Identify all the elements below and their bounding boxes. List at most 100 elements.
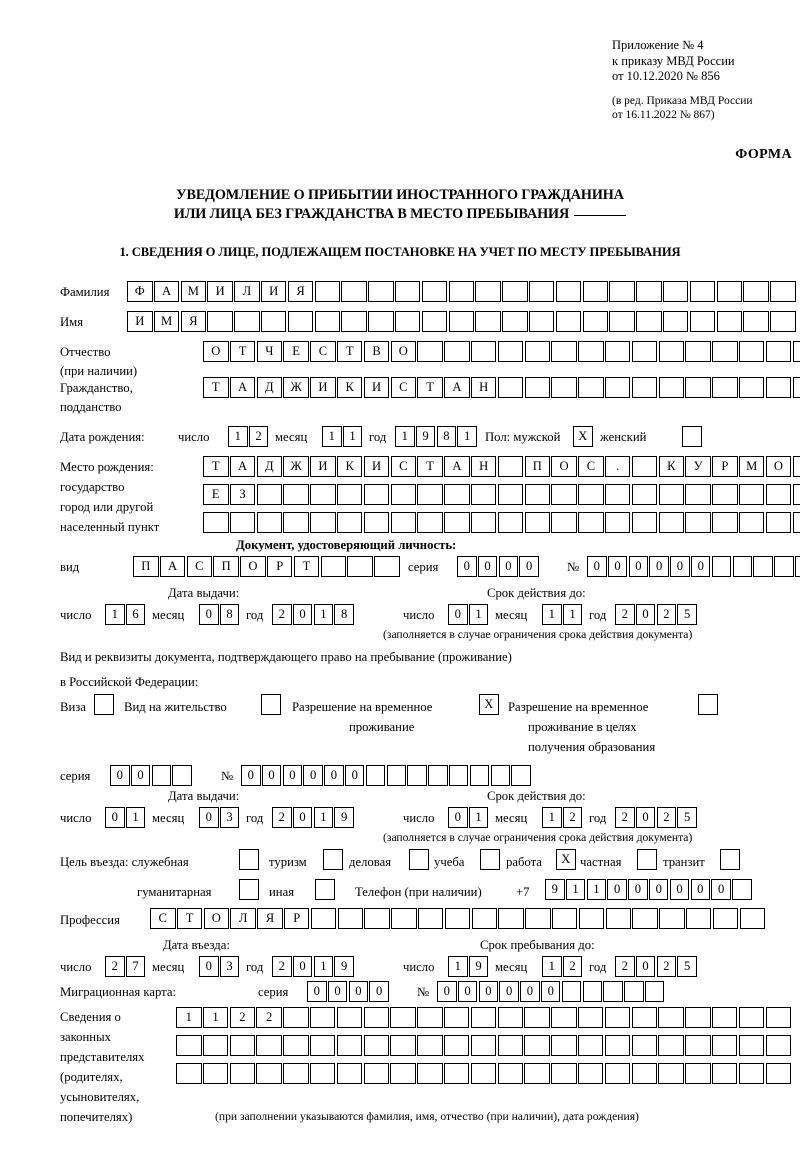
form-cell[interactable] [203, 512, 229, 533]
form-cell[interactable] [502, 281, 528, 302]
form-cell[interactable] [309, 1063, 336, 1084]
form-cell[interactable]: 0 [607, 556, 628, 577]
form-cell[interactable] [659, 908, 685, 929]
form-cell[interactable] [662, 281, 689, 302]
form-cell[interactable] [347, 556, 373, 577]
form-cell[interactable] [336, 512, 363, 533]
form-cell[interactable]: 0 [669, 879, 690, 900]
form-cell[interactable]: 0 [130, 765, 151, 786]
form-cell[interactable] [698, 694, 718, 715]
purpose-transit-checkbox[interactable] [720, 849, 740, 870]
form-cell[interactable]: Н [470, 456, 497, 477]
form-cell[interactable]: 1 [542, 956, 562, 977]
form-cell[interactable] [658, 512, 685, 533]
form-cell[interactable]: 0 [607, 879, 627, 900]
form-cell[interactable] [738, 484, 765, 505]
form-cell[interactable] [609, 311, 635, 332]
form-cell[interactable]: 1 [457, 426, 477, 447]
form-cell[interactable] [685, 512, 711, 533]
form-cell[interactable] [394, 281, 421, 302]
form-cell[interactable]: 1 [105, 604, 125, 625]
form-cell[interactable]: 5 [677, 807, 697, 828]
form-cell[interactable]: 0 [261, 765, 282, 786]
form-cell[interactable] [475, 281, 501, 302]
form-cell[interactable] [256, 1035, 282, 1056]
form-cell[interactable]: 1 [342, 426, 363, 447]
form-cell[interactable]: А [159, 556, 186, 577]
form-cell[interactable]: Н [470, 377, 497, 398]
form-cell[interactable] [256, 1063, 282, 1084]
form-cell[interactable] [765, 484, 792, 505]
form-cell[interactable]: 5 [677, 956, 697, 977]
form-cell[interactable] [716, 311, 743, 332]
purpose-business-checkbox[interactable] [409, 849, 429, 870]
form-cell[interactable]: 1 [586, 879, 607, 900]
form-cell[interactable]: Т [203, 456, 229, 477]
form-cell[interactable] [636, 281, 662, 302]
form-cell[interactable] [555, 311, 582, 332]
form-cell[interactable] [470, 341, 497, 362]
form-cell[interactable]: 0 [499, 981, 519, 1002]
form-cell[interactable]: Д [256, 377, 283, 398]
form-cell[interactable]: 2 [562, 956, 583, 977]
form-cell[interactable] [283, 1035, 309, 1056]
form-cell[interactable]: Д [256, 456, 283, 477]
form-cell[interactable] [363, 1063, 390, 1084]
form-cell[interactable] [685, 1007, 711, 1028]
form-cell[interactable] [578, 484, 604, 505]
form-cell[interactable] [391, 908, 417, 929]
form-cell[interactable]: 0 [307, 981, 327, 1002]
form-cell[interactable]: А [444, 377, 470, 398]
form-cell[interactable] [712, 341, 738, 362]
form-cell[interactable]: 0 [324, 765, 344, 786]
form-cell[interactable] [407, 765, 427, 786]
form-cell[interactable] [444, 484, 470, 505]
form-cell[interactable] [443, 1007, 470, 1028]
form-cell[interactable]: 0 [690, 879, 711, 900]
form-cell[interactable] [624, 981, 644, 1002]
form-cell[interactable]: М [738, 456, 765, 477]
form-cell[interactable] [631, 1063, 658, 1084]
form-cell[interactable]: 0 [648, 879, 669, 900]
form-cell[interactable] [497, 377, 524, 398]
form-cell[interactable]: А [229, 377, 256, 398]
form-cell[interactable] [409, 849, 429, 870]
form-cell[interactable] [475, 311, 501, 332]
form-cell[interactable] [417, 908, 444, 929]
form-cell[interactable] [314, 311, 341, 332]
form-cell[interactable] [444, 341, 470, 362]
form-cell[interactable]: 9 [468, 956, 489, 977]
form-cell[interactable] [428, 765, 448, 786]
form-cell[interactable] [497, 1035, 524, 1056]
form-cell[interactable] [336, 1035, 363, 1056]
form-cell[interactable] [732, 556, 753, 577]
form-cell[interactable] [605, 908, 632, 929]
form-cell[interactable]: . [604, 456, 631, 477]
form-cell[interactable] [712, 908, 739, 929]
form-cell[interactable]: 8 [219, 604, 240, 625]
form-cell[interactable]: З [229, 484, 256, 505]
form-cell[interactable]: Т [229, 341, 256, 362]
form-cell[interactable] [604, 341, 631, 362]
form-cell[interactable] [631, 341, 658, 362]
form-cell[interactable] [511, 765, 531, 786]
form-cell[interactable]: Р [283, 908, 310, 929]
form-cell[interactable] [603, 981, 623, 1002]
form-cell[interactable] [417, 1035, 443, 1056]
form-cell[interactable]: 2 [256, 1007, 282, 1028]
form-cell[interactable] [658, 377, 685, 398]
form-cell[interactable] [363, 1007, 390, 1028]
form-cell[interactable]: Т [293, 556, 320, 577]
form-cell[interactable]: 2 [656, 807, 677, 828]
